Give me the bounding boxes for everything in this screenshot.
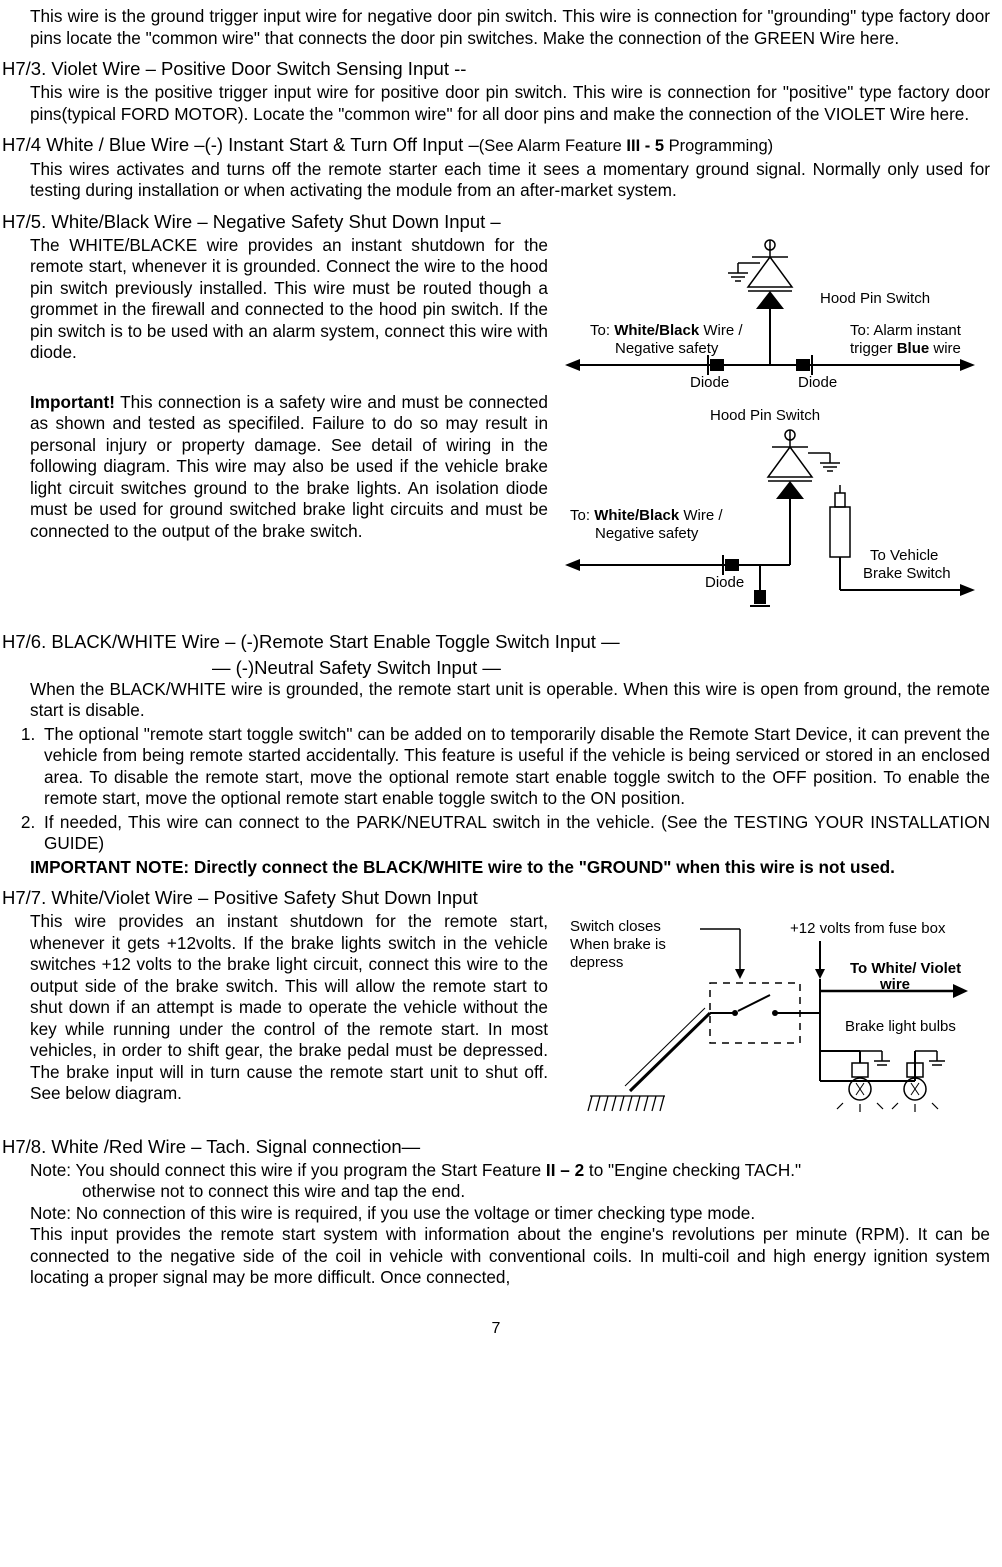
fig1-alarm-line2: trigger Blue wire (850, 340, 961, 357)
h75-p1: The WHITE/BLACKE wire provides an instan… (30, 235, 548, 364)
fig1-alarm-line1: To: Alarm instant (850, 322, 962, 339)
h74-heading: H7/4 White / Blue Wire –(-) Instant Star… (2, 133, 990, 157)
fig2-sc2: When brake is (570, 936, 666, 953)
fig2-blb: Brake light bulbs (845, 1018, 956, 1035)
fig1-diode-label-2: Diode (798, 374, 837, 391)
h78-p1: This input provides the remote start sys… (30, 1224, 990, 1289)
fig2-twv-2: wire (879, 976, 910, 993)
h74-title-sub-b: III - 5 (626, 137, 664, 155)
h76-li1: The optional "remote start toggle switch… (40, 724, 990, 810)
h75-heading: H7/5. White/Black Wire – Negative Safety… (2, 210, 990, 233)
h76-li2: If needed, This wire can connect to the … (40, 812, 990, 855)
h75-important-label: Important! (30, 392, 115, 412)
fig1-wb2-line2: Negative safety (595, 525, 699, 542)
fig2-sc3: depress (570, 954, 623, 971)
brake-pedal-icon (588, 1008, 710, 1111)
fig1-diode-label-1: Diode (690, 374, 729, 391)
fig1-wb-line1: To: White/Black Wire / (590, 322, 743, 339)
hood-pin-label-2: Hood Pin Switch (710, 407, 820, 424)
h75-important-body: This connection is a safety wire and mus… (30, 392, 548, 541)
h77-two-col: This wire provides an instant shutdown f… (2, 911, 990, 1127)
intro-paragraph: This wire is the ground trigger input wi… (30, 6, 990, 49)
h74-body: This wires activates and turns off the r… (30, 159, 990, 202)
brake-switch-icon (830, 485, 850, 557)
h76-subheading: — (-)Neutral Safety Switch Input — (212, 656, 990, 679)
h78-heading: H7/8. White /Red Wire – Tach. Signal con… (2, 1135, 990, 1158)
h73-heading: H7/3. Violet Wire – Positive Door Switch… (2, 57, 990, 80)
fig2-twv-1: To White/ Violet (850, 960, 961, 977)
hood-pin-switch-top-icon (728, 240, 792, 309)
h76-list: The optional "remote start toggle switch… (20, 724, 990, 855)
brake-light-diagram: Switch closes When brake is depress +12 … (560, 911, 990, 1127)
h76-p1: When the BLACK/WHITE wire is grounded, t… (30, 679, 990, 722)
h78-note1: Note: You should connect this wire if yo… (30, 1160, 990, 1182)
h78-note1b: otherwise not to connect this wire and t… (82, 1181, 990, 1203)
h76-heading: H7/6. BLACK/WHITE Wire – (-)Remote Start… (2, 630, 990, 653)
fig2-v12: +12 volts from fuse box (790, 920, 946, 937)
h74-title-sub-a: (See Alarm Feature (479, 137, 627, 155)
h74-title-main: H7/4 White / Blue Wire –(-) Instant Star… (2, 134, 479, 155)
hood-pin-switch-bottom-icon (768, 430, 840, 499)
page-number: 7 (2, 1319, 990, 1339)
h73-body: This wire is the positive trigger input … (30, 82, 990, 125)
fig1-vbs-2: Brake Switch (863, 565, 951, 582)
fig1-diode-label-3: Diode (705, 574, 744, 591)
h75-two-col: The WHITE/BLACKE wire provides an instan… (2, 235, 990, 621)
fig2-sc1: Switch closes (570, 918, 661, 935)
h77-p1: This wire provides an instant shutdown f… (30, 911, 548, 1105)
fig1-vbs-1: To Vehicle (870, 547, 938, 564)
h78-note2: Note: No connection of this wire is requ… (30, 1203, 990, 1225)
fig1-wb-line2: Negative safety (615, 340, 719, 357)
h76-note: IMPORTANT NOTE: Directly connect the BLA… (30, 857, 990, 879)
hood-pin-diagram: Hood Pin Switch To: White/Black Wire / N… (560, 235, 990, 621)
h77-heading: H7/7. White/Violet Wire – Positive Safet… (2, 886, 990, 909)
fig1-wb2-line1: To: White/Black Wire / (570, 507, 723, 524)
hood-pin-label-1: Hood Pin Switch (820, 290, 930, 307)
h75-important: Important! This connection is a safety w… (30, 392, 548, 543)
h74-title-sub-c: Programming) (664, 137, 773, 155)
